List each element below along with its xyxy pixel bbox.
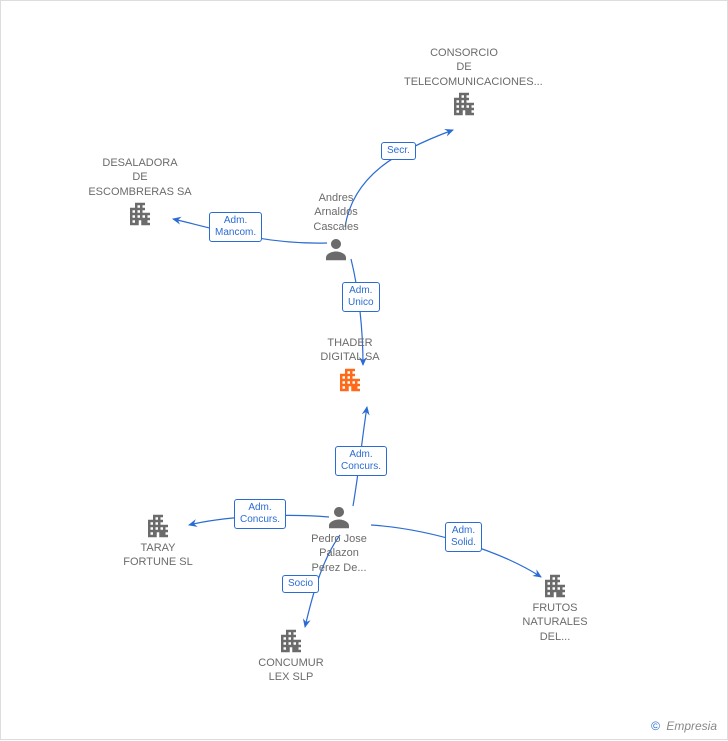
node-thader[interactable]: THADERDIGITAL SA bbox=[290, 336, 410, 395]
building-icon bbox=[276, 626, 306, 656]
node-andres[interactable]: AndresArnaldosCascales bbox=[276, 191, 396, 264]
person-icon bbox=[324, 502, 354, 532]
building-icon bbox=[335, 365, 365, 395]
copyright-symbol: © bbox=[651, 719, 660, 733]
node-label: Pedro JosePalazonPerez De... bbox=[279, 532, 399, 575]
edge-label: Secr. bbox=[381, 142, 416, 160]
building-icon bbox=[540, 571, 570, 601]
building-icon bbox=[125, 199, 155, 229]
person-icon bbox=[321, 234, 351, 264]
edge-label: Socio bbox=[282, 575, 319, 593]
building-icon bbox=[449, 89, 479, 119]
edge-label: Adm.Concurs. bbox=[335, 446, 387, 476]
node-pedro[interactable]: Pedro JosePalazonPerez De... bbox=[279, 502, 399, 575]
watermark-text: Empresia bbox=[666, 719, 717, 733]
node-label: AndresArnaldosCascales bbox=[276, 191, 396, 234]
edge-label: Adm.Unico bbox=[342, 282, 380, 312]
node-label: CONCUMURLEX SLP bbox=[231, 656, 351, 685]
edge-label: Adm.Solid. bbox=[445, 522, 482, 552]
node-frutos[interactable]: FRUTOSNATURALESDEL... bbox=[495, 571, 615, 644]
node-label: TARAYFORTUNE SL bbox=[98, 541, 218, 570]
node-label: FRUTOSNATURALESDEL... bbox=[495, 601, 615, 644]
edge-label: Adm.Concurs. bbox=[234, 499, 286, 529]
diagram-canvas: CONSORCIODETELECOMUNICACIONES... DESALADO… bbox=[0, 0, 728, 740]
node-label: DESALADORADEESCOMBRERAS SA bbox=[80, 156, 200, 199]
edge-label: Adm.Mancom. bbox=[209, 212, 262, 242]
node-desaladora[interactable]: DESALADORADEESCOMBRERAS SA bbox=[80, 156, 200, 229]
node-taray[interactable]: TARAYFORTUNE SL bbox=[98, 511, 218, 570]
building-icon bbox=[143, 511, 173, 541]
node-label: THADERDIGITAL SA bbox=[290, 336, 410, 365]
node-consorcio[interactable]: CONSORCIODETELECOMUNICACIONES... bbox=[404, 46, 524, 119]
node-label: CONSORCIODETELECOMUNICACIONES... bbox=[404, 46, 524, 89]
node-concumur[interactable]: CONCUMURLEX SLP bbox=[231, 626, 351, 685]
watermark: © Empresia bbox=[651, 719, 717, 733]
